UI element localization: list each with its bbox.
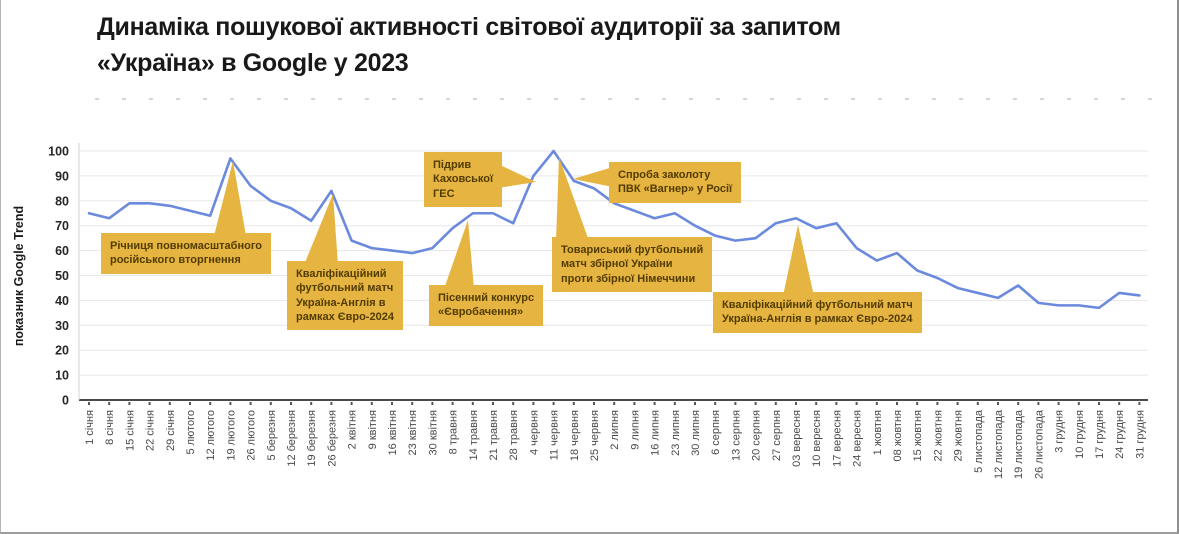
annotation-callout: Підрив Каховської ГЕС (424, 152, 503, 207)
x-axis-tick-label: 15 жовтня (912, 410, 924, 461)
x-axis-tick-label: 8 травня (448, 410, 460, 454)
x-axis-tick-label: 22 жовтня (932, 410, 944, 461)
x-axis-tick-label: 16 липня (650, 410, 662, 456)
x-axis-tick-label: 28 травня (508, 410, 520, 460)
x-axis-tick-label: 19 березня (306, 410, 318, 467)
x-axis-tick-label: 19 лютого (225, 410, 237, 461)
annotation-callout: Товариський футбольний матч збірної Укра… (552, 237, 713, 292)
x-axis-tick-label: 21 травня (488, 410, 500, 460)
x-axis-tick-label: 19 листопада (1013, 409, 1025, 479)
x-axis-tick-label: 9 квітня (367, 410, 379, 449)
x-axis-tick-label: 23 липня (670, 410, 682, 456)
y-axis-tick-label: 30 (55, 319, 69, 333)
x-axis-tick-label: 6 серпня (710, 410, 722, 455)
annotation-tail (444, 220, 474, 289)
x-axis-tick-label: 29 жовтня (953, 410, 965, 461)
x-axis-tick-label: 23 квітня (407, 410, 419, 456)
x-axis-tick-label: 27 серпня (771, 410, 783, 461)
x-axis-tick-label: 13 серпня (730, 410, 742, 461)
trend-line (87, 149, 1141, 310)
x-axis-tick-label: 12 лютого (205, 410, 217, 461)
x-axis-tick-label: 26 лютого (246, 410, 258, 461)
y-axis-tick-label: 20 (55, 344, 69, 358)
x-axis-tick-label: 5 лютого (185, 410, 197, 455)
x-axis-tick-label: 5 березня (266, 410, 278, 461)
x-axis-tick-label: 12 листопада (993, 409, 1005, 479)
x-axis-tick-label: 15 січня (124, 410, 136, 451)
x-axis-tick-label: 22 січня (145, 410, 157, 451)
x-axis-tick-label: 5 листопада (973, 409, 985, 473)
chart-title: Динаміка пошукової активності світової а… (97, 10, 841, 81)
annotation-tail (214, 161, 246, 236)
x-axis-tick-label: 24 грудня (1114, 410, 1126, 459)
x-axis-tick-label: 24 вересня (852, 410, 864, 467)
y-axis-tick-label: 70 (55, 219, 69, 233)
x-axis-tick-label: 10 вересня (811, 410, 823, 467)
annotation-tail (783, 225, 814, 296)
y-axis-tick-label: 80 (55, 194, 69, 208)
x-axis-tick-label: 31 грудня (1134, 410, 1146, 459)
x-axis-tick-label: 26 березня (326, 410, 338, 467)
y-axis-tick-label: 100 (48, 145, 69, 159)
x-axis-tick-label: 17 грудня (1094, 410, 1106, 459)
dotted-separator (95, 98, 1165, 100)
x-axis-tick-label: 14 травня (468, 410, 480, 460)
x-axis-tick-label: 1 жовтня (872, 410, 884, 455)
annotation-callout: Спроба заколоту ПВК «Вагнер» у Росії (609, 162, 742, 203)
x-axis-tick-label: 08 жовтня (892, 410, 904, 461)
annotation-tail (304, 194, 338, 265)
x-axis-tick-label: 11 червня (549, 410, 561, 460)
annotation-tail (556, 157, 589, 241)
x-axis-tick-label: 10 грудня (1074, 410, 1086, 459)
y-axis-tick-label: 60 (55, 244, 69, 258)
x-axis-tick-label: 1 січня (84, 410, 96, 445)
y-axis-tick-label: 40 (55, 294, 69, 308)
x-axis-tick-label: 2 липня (609, 410, 621, 450)
x-axis-tick-label: 12 березня (286, 410, 298, 467)
y-axis-tick-label: 10 (55, 369, 69, 383)
x-axis-tick-label: 26 листопада (1033, 409, 1045, 479)
x-axis-tick-label: 30 липня (690, 410, 702, 456)
x-axis-tick-label: 03 вересня (791, 410, 803, 467)
annotation-tail (573, 167, 613, 187)
chart-title-line: «Україна» в Google у 2023 (97, 48, 409, 77)
y-axis-tick-label: 90 (55, 169, 69, 183)
annotation-tail (498, 164, 536, 188)
x-axis-tick-label: 16 квітня (387, 410, 399, 456)
annotation-callout: Кваліфікаційний футбольний матч Україна-… (713, 292, 922, 333)
x-axis-tick-label: 8 січня (104, 410, 116, 445)
y-axis-title: показник Google Trend (12, 206, 26, 346)
x-axis-tick-label: 17 вересня (831, 410, 843, 467)
x-axis-tick-label: 25 червня (589, 410, 601, 461)
x-axis-tick-label: 29 січня (165, 410, 177, 451)
x-axis-tick-label: 3 грудня (1054, 410, 1066, 453)
x-axis-tick-label: 2 квітня (347, 410, 359, 449)
y-axis-tick-label: 50 (55, 269, 69, 283)
x-axis-tick-label: 18 червня (569, 410, 581, 461)
x-axis-tick-label: 9 липня (629, 410, 641, 450)
x-axis-tick-label: 30 квітня (427, 410, 439, 456)
annotation-callout: Річниця повномасштабного російського вто… (101, 233, 271, 274)
chart-title-line: Динаміка пошукової активності світової а… (97, 13, 841, 41)
annotation-callout: Пісенний конкурс «Євробачення» (429, 285, 544, 326)
annotation-callout: Кваліфікаційний футбольний матч Україна-… (287, 261, 403, 331)
y-axis-tick-label: 0 (62, 394, 69, 408)
x-axis-tick-label: 20 серпня (751, 410, 763, 461)
x-axis-tick-label: 4 червня (528, 410, 540, 455)
